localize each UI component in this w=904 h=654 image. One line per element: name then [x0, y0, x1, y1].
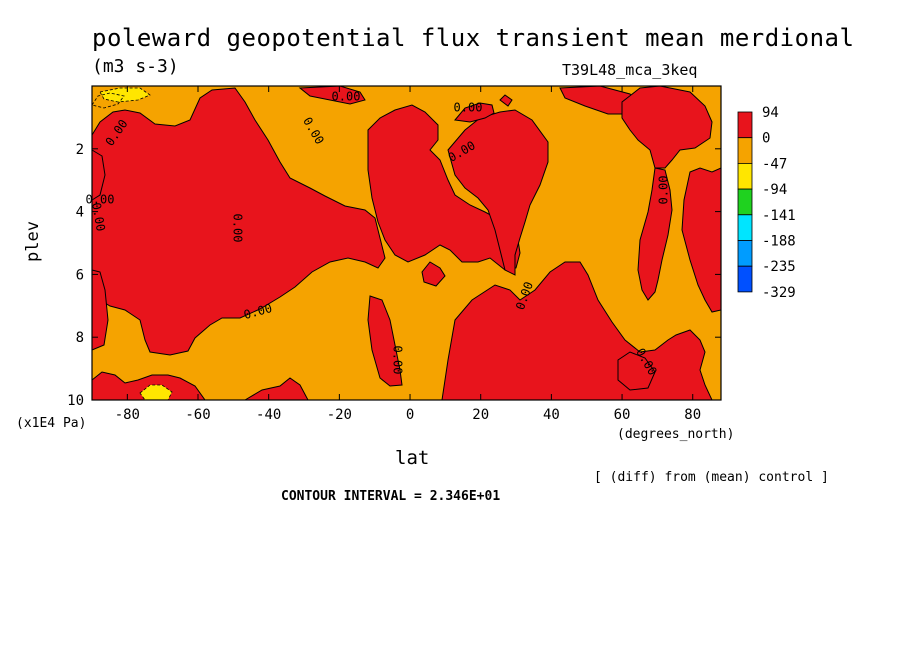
x-tick-label: -20: [327, 407, 352, 423]
legend-label: -94: [762, 182, 787, 198]
axes: -80 -60 -40 -20 0 20 40 60 80 2 4 6 8 10: [67, 85, 722, 423]
positive-region: [637, 167, 673, 301]
positive-region: [499, 94, 513, 107]
positive-region: [681, 167, 722, 313]
positive-region: [421, 261, 446, 287]
contour-label: 0.00: [231, 214, 245, 243]
contour-fields: [91, 85, 722, 401]
contour-label: 0.00: [454, 101, 483, 115]
positive-region: [298, 85, 366, 105]
contour-label: 0.00: [332, 90, 361, 104]
x-tick-label: -80: [115, 407, 140, 423]
legend-label: 94: [762, 105, 779, 121]
positive-region: [91, 87, 386, 356]
x-tick-label: -40: [256, 407, 281, 423]
x-tick-label: 80: [684, 407, 701, 423]
plot-frame: [91, 85, 722, 401]
x-tick-label: -60: [185, 407, 210, 423]
contour-label: 0.00: [391, 346, 405, 375]
x-axis-label: lat: [395, 447, 430, 469]
color-legend: 94 0 -47 -94 -141 -188 -235 -329: [737, 105, 796, 301]
legend-swatch: [737, 188, 753, 216]
positive-region: [447, 109, 549, 276]
contour-label: 0.00: [89, 201, 108, 232]
strong-negative-region: [139, 384, 173, 401]
x-axis-units: (degrees_north): [617, 427, 735, 442]
y-axis-units: (x1E4 Pa): [16, 416, 87, 431]
diff-note: [ (diff) from (mean) control ]: [594, 470, 829, 485]
positive-region: [621, 85, 713, 169]
contour-label: 0.00: [86, 193, 115, 207]
legend-label: -188: [762, 234, 796, 250]
legend-swatch: [737, 214, 753, 241]
legend-swatch: [737, 137, 753, 164]
y-tick-label: 8: [76, 330, 84, 346]
negative-contour: [91, 92, 125, 109]
y-tick-label: 10: [67, 393, 84, 409]
contour-label: 0.00: [657, 176, 671, 205]
chart-units: (m3 s-3): [92, 56, 179, 77]
positive-region: [454, 102, 495, 123]
legend-label: -329: [762, 285, 796, 301]
x-tick-label: 20: [472, 407, 489, 423]
x-tick-label: 60: [614, 407, 631, 423]
chart-title: poleward geopotential flux transient mea…: [92, 24, 855, 52]
x-tick-label: 0: [406, 407, 414, 423]
legend-label: -141: [762, 208, 796, 224]
positive-region: [617, 351, 656, 391]
contour-interval: CONTOUR INTERVAL = 2.346E+01: [281, 489, 501, 504]
legend-swatch: [737, 240, 753, 267]
strong-negative-region: [99, 87, 151, 103]
legend-label: -47: [762, 156, 787, 172]
y-tick-label: 6: [76, 267, 84, 283]
y-tick-label: 4: [76, 205, 84, 221]
x-tick-label: 40: [543, 407, 560, 423]
legend-swatch: [737, 162, 753, 190]
legend-swatch: [737, 111, 753, 139]
run-id: T39L48_mca_3keq: [562, 61, 698, 79]
legend-label: -235: [762, 259, 796, 275]
positive-region: [367, 295, 403, 387]
legend-swatch: [737, 265, 753, 293]
y-tick-label: 2: [76, 142, 84, 158]
positive-region: [367, 104, 521, 271]
legend-label: 0: [762, 131, 770, 147]
